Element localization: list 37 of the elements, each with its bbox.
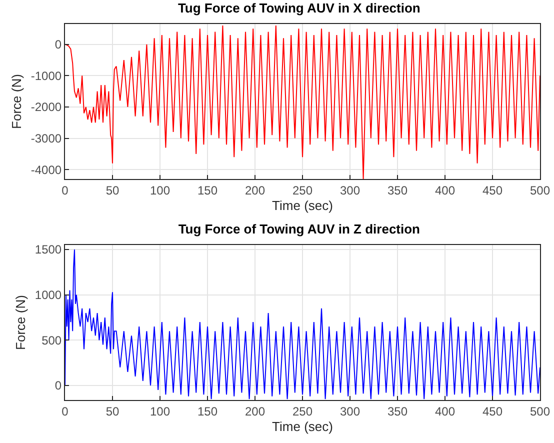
y-tick-label: 0 xyxy=(54,378,62,393)
x-axis-title: Time (sec) xyxy=(272,198,333,213)
y-tick-label: 1500 xyxy=(34,242,62,257)
x-tick-label: 250 xyxy=(292,183,313,198)
x-tick-label: 400 xyxy=(434,404,456,418)
x-tick-label: 500 xyxy=(530,404,550,418)
x-tick-label: 200 xyxy=(244,404,266,418)
y-tick-label: -1000 xyxy=(30,68,62,83)
x-tick-label: 450 xyxy=(482,183,503,198)
x-tick-label: 350 xyxy=(387,404,408,418)
y-tick-label: 0 xyxy=(54,38,62,52)
x-tick-label: 500 xyxy=(530,183,550,198)
x-tick-label: 150 xyxy=(197,404,218,418)
x-tick-label: 450 xyxy=(482,404,503,418)
x-axis-title: Time (sec) xyxy=(272,419,333,434)
x-tick-label: 150 xyxy=(197,183,218,198)
x-tick-label: 50 xyxy=(106,404,120,418)
y-tick-label: -3000 xyxy=(30,131,62,146)
x-tick-label: 400 xyxy=(434,183,456,198)
x-tick-label: 350 xyxy=(387,183,408,198)
x-tick-label: 100 xyxy=(150,404,170,418)
y-tick-label: -4000 xyxy=(30,162,62,177)
x-tick-label: 300 xyxy=(340,183,360,198)
x-tick-label: 250 xyxy=(292,404,313,418)
chart-title: Tug Force of Towing AUV in Z direction xyxy=(178,221,420,236)
y-axis-title: Force (N) xyxy=(8,74,24,129)
x-tick-label: 300 xyxy=(340,404,360,418)
y-tick-label: -2000 xyxy=(30,100,62,114)
y-axis-title: Force (N) xyxy=(12,295,28,350)
x-tick-label: 100 xyxy=(150,183,170,198)
line-series xyxy=(65,25,540,179)
y-tick-label: 1000 xyxy=(34,288,62,302)
chart-title: Tug Force of Towing AUV in X direction xyxy=(178,0,420,16)
line-series xyxy=(65,249,540,400)
x-tick-label: 200 xyxy=(244,183,266,198)
y-tick-label: 500 xyxy=(42,333,62,348)
x-tick-label: 50 xyxy=(106,183,120,198)
